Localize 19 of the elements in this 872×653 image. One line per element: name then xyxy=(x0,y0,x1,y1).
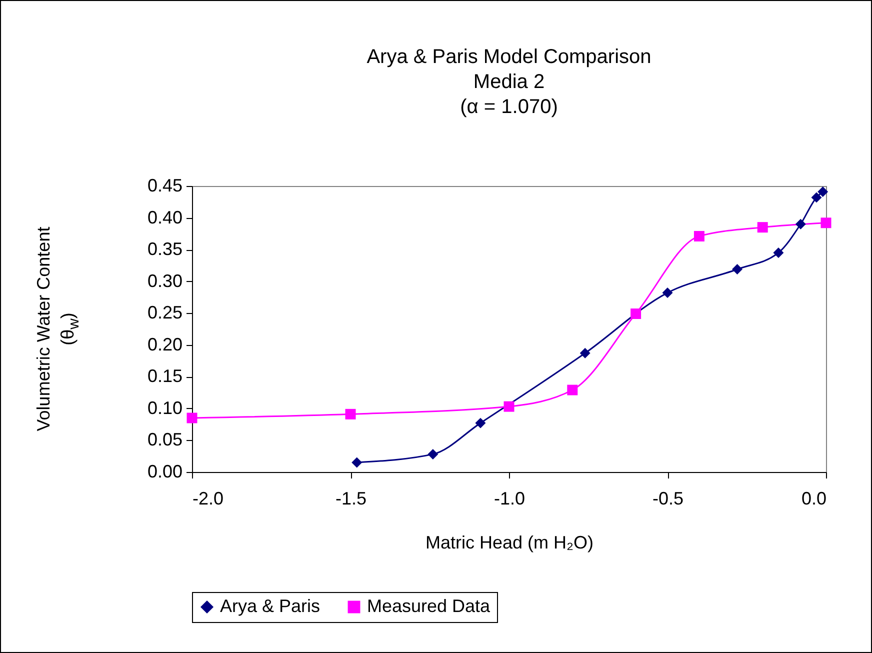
y-tick-label: 0.15 xyxy=(147,366,182,386)
x-tick-label: -2.0 xyxy=(192,488,224,508)
legend-label: Arya & Paris xyxy=(220,596,320,616)
x-tick-label: 0.0 xyxy=(801,488,826,508)
y-tick-label: 0.00 xyxy=(147,462,182,482)
y-tick-label: 0.25 xyxy=(147,302,182,323)
y-tick-label: 0.30 xyxy=(147,270,182,291)
chart-title: Arya & Paris Model Comparison Media 2 (α = 1.070) xyxy=(366,46,652,118)
y-tick-label: 0.35 xyxy=(147,239,182,260)
x-tick-label: -1.5 xyxy=(335,488,367,508)
legend-label: Measured Data xyxy=(367,596,492,616)
y-tick-label: 0.05 xyxy=(147,430,182,450)
x-tick-label: -1.0 xyxy=(494,488,526,508)
x-tick-label: -0.5 xyxy=(652,488,684,508)
y-tick-label: 0.45 xyxy=(147,176,182,196)
y-tick-label: 0.40 xyxy=(147,207,182,228)
x-axis-title: Matric Head (m H₂O) xyxy=(425,532,594,552)
y-tick-label: 0.20 xyxy=(147,334,182,354)
y-tick-label: 0.10 xyxy=(147,398,182,418)
